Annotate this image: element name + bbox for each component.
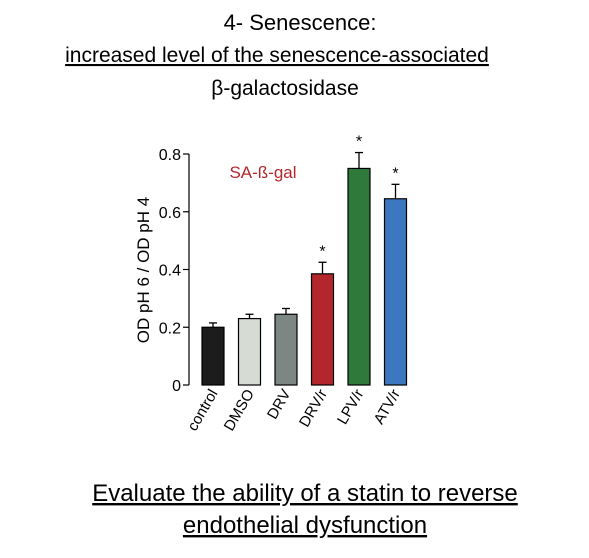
x-tick-label: DMSO	[221, 387, 258, 434]
slide-subtitle: increased level of the senescence-associ…	[65, 44, 489, 67]
y-tick-label: 0.8	[159, 147, 181, 164]
chart-annotation: SA-ß-gal	[229, 163, 296, 182]
significance-marker: *	[319, 243, 325, 260]
x-tick-label: ATV/r	[371, 387, 404, 428]
y-tick-label: 0.4	[159, 263, 181, 280]
y-tick-label: 0	[172, 378, 181, 395]
bar	[310, 273, 335, 386]
bar	[201, 326, 225, 386]
significance-marker: *	[356, 134, 362, 151]
slide-title: 4- Senescence:	[224, 10, 377, 35]
bar	[274, 313, 298, 386]
footer-text: Evaluate the ability of a statin to reve…	[92, 480, 518, 507]
footer-text: endothelial dysfunction	[183, 512, 427, 539]
y-tick-label: 0.2	[159, 320, 181, 337]
significance-marker: *	[392, 165, 398, 182]
bar	[383, 198, 408, 386]
x-tick-label: control	[184, 387, 221, 434]
bar	[237, 317, 262, 386]
x-tick-label: DRV	[264, 387, 294, 423]
x-tick-label: DRV/r	[296, 386, 331, 430]
y-tick-label: 0.6	[159, 205, 181, 222]
slide-subtitle: β-galactosidase	[211, 77, 359, 100]
bar	[347, 167, 371, 386]
x-tick-label: LPV/r	[334, 386, 367, 427]
y-axis-label: OD pH 6 / OD pH 4	[134, 197, 153, 343]
